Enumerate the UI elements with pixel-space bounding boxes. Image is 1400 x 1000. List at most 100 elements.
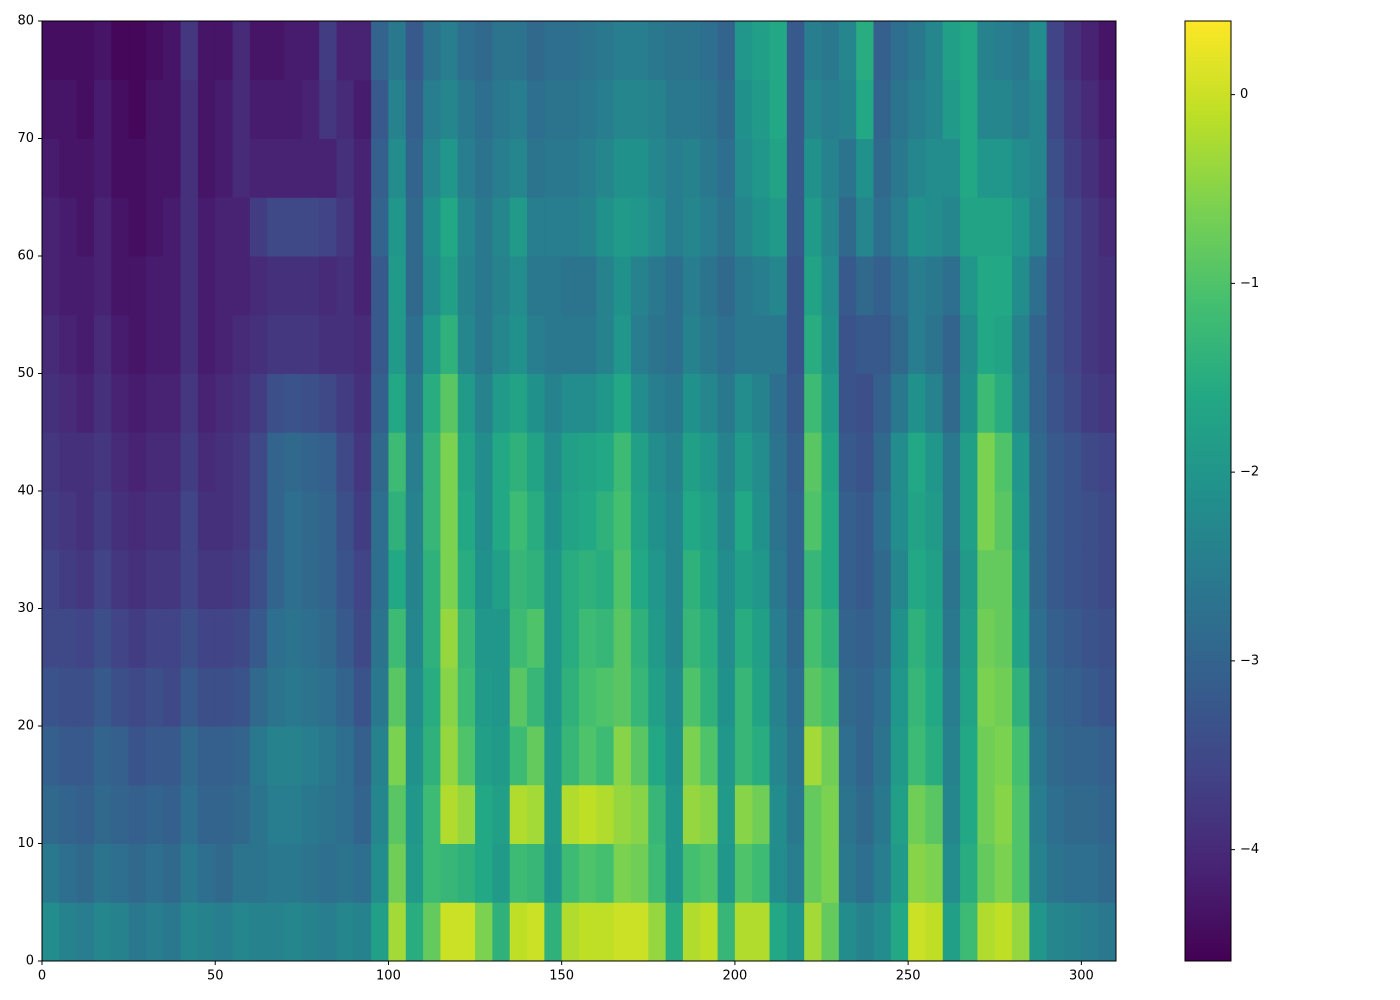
cell bbox=[440, 491, 459, 551]
cell bbox=[509, 549, 528, 609]
cell bbox=[371, 608, 389, 668]
cell bbox=[163, 197, 182, 257]
cell bbox=[561, 21, 580, 81]
cell bbox=[336, 21, 355, 81]
cell bbox=[128, 432, 147, 492]
cell bbox=[613, 197, 632, 257]
cell bbox=[786, 843, 805, 903]
cell bbox=[682, 432, 701, 492]
cell bbox=[700, 21, 719, 81]
cell bbox=[873, 79, 892, 139]
cell bbox=[561, 79, 580, 139]
cell bbox=[752, 138, 771, 198]
cell bbox=[838, 21, 857, 81]
cell bbox=[1098, 726, 1117, 786]
cell bbox=[93, 138, 112, 198]
cell bbox=[388, 902, 407, 962]
cell bbox=[336, 902, 355, 962]
cell bbox=[821, 902, 840, 962]
cell bbox=[215, 138, 234, 198]
cell bbox=[371, 373, 389, 433]
cell bbox=[319, 726, 337, 786]
cell bbox=[873, 667, 892, 727]
cell bbox=[1012, 79, 1030, 139]
cell bbox=[319, 138, 337, 198]
cell bbox=[267, 608, 286, 668]
cell bbox=[353, 549, 372, 609]
cell bbox=[561, 432, 580, 492]
cell bbox=[579, 79, 597, 139]
cell bbox=[405, 21, 424, 81]
cell bbox=[42, 726, 60, 786]
cell bbox=[804, 138, 823, 198]
cell bbox=[752, 197, 771, 257]
cell bbox=[648, 138, 667, 198]
cell bbox=[908, 432, 926, 492]
cell bbox=[353, 256, 372, 316]
cell bbox=[301, 843, 320, 903]
cell bbox=[890, 79, 909, 139]
cell bbox=[59, 784, 78, 844]
cell bbox=[527, 21, 545, 81]
cell bbox=[821, 726, 840, 786]
cell bbox=[1046, 79, 1065, 139]
cell bbox=[925, 21, 944, 81]
cell bbox=[145, 784, 164, 844]
cell bbox=[163, 373, 182, 433]
cell bbox=[76, 549, 95, 609]
cell bbox=[527, 784, 545, 844]
heatmap bbox=[42, 21, 1117, 962]
cell bbox=[821, 432, 840, 492]
cell bbox=[128, 21, 147, 81]
cell bbox=[76, 197, 95, 257]
cell bbox=[838, 79, 857, 139]
cell bbox=[492, 314, 511, 374]
cell bbox=[1046, 667, 1065, 727]
cell bbox=[388, 21, 407, 81]
cell bbox=[994, 902, 1013, 962]
cell bbox=[232, 138, 251, 198]
cell bbox=[197, 21, 216, 81]
cell bbox=[786, 608, 805, 668]
cell bbox=[215, 256, 234, 316]
cell bbox=[873, 549, 892, 609]
cell bbox=[925, 138, 944, 198]
cell bbox=[994, 373, 1013, 433]
cell bbox=[128, 784, 147, 844]
colorbar-tick-label: −4 bbox=[1240, 842, 1259, 857]
cell bbox=[301, 138, 320, 198]
cell bbox=[665, 784, 684, 844]
cell bbox=[388, 667, 407, 727]
cell bbox=[457, 549, 476, 609]
cell bbox=[856, 549, 874, 609]
cell bbox=[42, 21, 60, 81]
cell bbox=[908, 784, 926, 844]
cell bbox=[423, 608, 441, 668]
cell bbox=[1081, 667, 1100, 727]
cell bbox=[319, 256, 337, 316]
cell bbox=[700, 549, 719, 609]
cell bbox=[1081, 79, 1100, 139]
cell bbox=[804, 726, 823, 786]
cell bbox=[942, 432, 961, 492]
cell bbox=[908, 373, 926, 433]
cell bbox=[371, 549, 389, 609]
cell bbox=[371, 314, 389, 374]
cell bbox=[925, 373, 944, 433]
cell bbox=[873, 843, 892, 903]
cell bbox=[197, 784, 216, 844]
cell bbox=[284, 843, 303, 903]
cell bbox=[232, 21, 251, 81]
cell bbox=[423, 21, 441, 81]
cell bbox=[371, 902, 389, 962]
cell bbox=[1046, 256, 1065, 316]
cell bbox=[648, 667, 667, 727]
cell bbox=[960, 138, 978, 198]
cell bbox=[734, 667, 753, 727]
cell bbox=[440, 667, 459, 727]
cell bbox=[665, 21, 684, 81]
cell bbox=[1081, 784, 1100, 844]
cell bbox=[353, 902, 372, 962]
cell bbox=[93, 843, 112, 903]
cell bbox=[111, 373, 130, 433]
